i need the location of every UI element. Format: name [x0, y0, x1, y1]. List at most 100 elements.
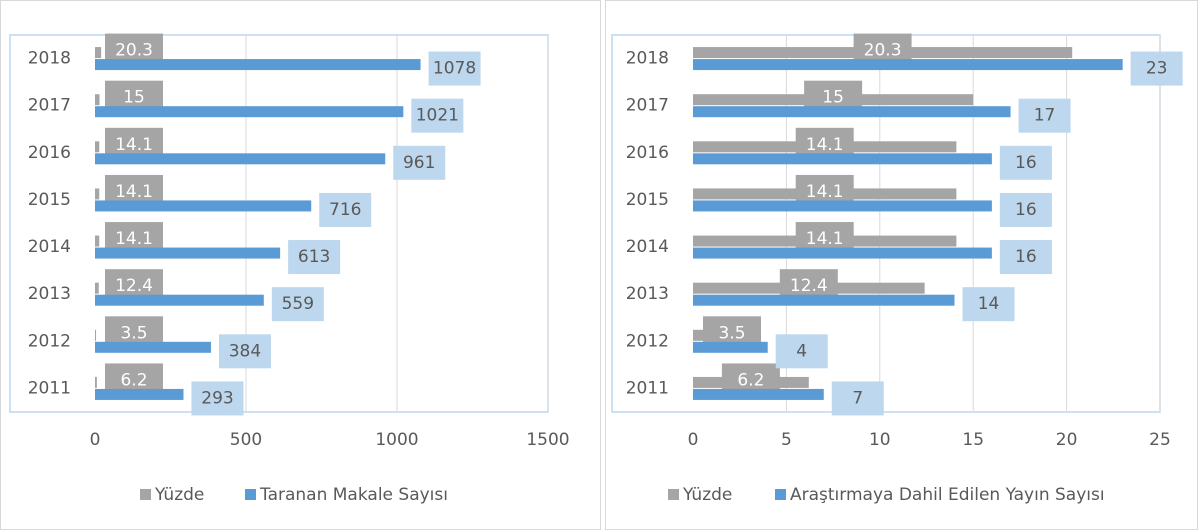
- bar: [693, 106, 1011, 118]
- data-label: 12.4: [115, 276, 153, 296]
- data-label-box: [393, 145, 446, 180]
- data-label-box: [1130, 51, 1183, 86]
- y-tick-label: 2012: [626, 331, 669, 351]
- data-label: 4: [796, 341, 807, 361]
- legend-swatch: [245, 489, 256, 500]
- legend-label: Yüzde: [154, 485, 204, 505]
- y-tick-label: 2015: [626, 190, 669, 210]
- bar: [95, 247, 281, 259]
- data-label-box: [999, 240, 1052, 275]
- data-label-box: [218, 334, 271, 369]
- x-tick-label: 10: [869, 430, 891, 450]
- data-label: 6.2: [120, 370, 147, 390]
- legend-swatch: [668, 489, 679, 500]
- data-label: 384: [229, 341, 261, 361]
- y-tick-label: 2014: [28, 237, 71, 257]
- bar: [95, 388, 184, 400]
- data-label: 6.2: [737, 370, 764, 390]
- data-label-box: [428, 51, 481, 86]
- x-tick-label: 15: [962, 430, 984, 450]
- legend-label: Taranan Makale Sayısı: [259, 485, 448, 505]
- data-label: 20.3: [864, 41, 902, 61]
- bar: [95, 106, 404, 118]
- data-label: 20.3: [115, 41, 153, 61]
- x-tick-label: 25: [1149, 430, 1171, 450]
- bar: [95, 341, 211, 353]
- data-label: 716: [329, 200, 361, 220]
- data-label: 14: [978, 294, 1000, 314]
- y-tick-label: 2017: [28, 96, 71, 116]
- legend-label: Araştırmaya Dahil Edilen Yayın Sayısı: [790, 485, 1105, 505]
- chart-border: [605, 0, 1198, 530]
- y-tick-label: 2017: [626, 96, 669, 116]
- y-tick-label: 2018: [626, 49, 669, 69]
- bar: [693, 153, 992, 165]
- plot-frame: [9, 34, 549, 413]
- data-label-box: [288, 240, 341, 275]
- x-tick-label: 5: [781, 430, 792, 450]
- bar: [95, 294, 264, 306]
- bar: [693, 388, 824, 400]
- data-label: 16: [1015, 153, 1037, 173]
- data-label-box: [319, 192, 372, 227]
- data-label: 961: [403, 153, 435, 173]
- y-tick-label: 2018: [28, 49, 71, 69]
- legend-swatch: [775, 489, 786, 500]
- data-label: 16: [1015, 247, 1037, 267]
- y-tick-label: 2014: [626, 237, 669, 257]
- data-label: 3.5: [120, 323, 147, 343]
- bar: [95, 282, 99, 294]
- data-label-box: [271, 287, 324, 322]
- data-label-box: [999, 192, 1052, 227]
- data-label: 559: [282, 294, 314, 314]
- y-tick-label: 2015: [28, 190, 71, 210]
- y-tick-label: 2013: [28, 284, 71, 304]
- bar: [693, 200, 992, 212]
- data-label-box: [775, 334, 828, 369]
- data-label: 613: [298, 247, 330, 267]
- data-label: 14.1: [806, 229, 844, 249]
- x-tick-label: 0: [90, 430, 101, 450]
- bar: [95, 153, 386, 165]
- bar: [95, 59, 421, 71]
- data-label: 293: [201, 388, 233, 408]
- x-tick-label: 1500: [526, 430, 569, 450]
- data-label: 16: [1015, 200, 1037, 220]
- data-label: 15: [822, 88, 844, 108]
- data-label: 23: [1146, 59, 1168, 79]
- data-label-box: [962, 287, 1015, 322]
- data-label: 17: [1034, 106, 1056, 126]
- legend-label: Yüzde: [682, 485, 732, 505]
- y-tick-label: 2013: [626, 284, 669, 304]
- data-label-box: [191, 381, 244, 416]
- x-tick-label: 1000: [375, 430, 418, 450]
- data-label: 14.1: [806, 135, 844, 155]
- bar: [95, 200, 312, 212]
- bar: [693, 294, 955, 306]
- data-label: 3.5: [718, 323, 745, 343]
- data-label: 15: [123, 88, 145, 108]
- plot-frame: [611, 34, 1161, 413]
- data-label-box: [831, 381, 884, 416]
- bar: [693, 341, 768, 353]
- bar: [95, 235, 100, 247]
- x-tick-label: 0: [688, 430, 699, 450]
- y-tick-label: 2016: [626, 143, 669, 163]
- data-label: 1078: [433, 59, 476, 79]
- bar: [95, 47, 102, 59]
- data-label-box: [411, 98, 464, 133]
- bar: [95, 188, 100, 200]
- data-label-box: [999, 145, 1052, 180]
- data-label: 1021: [416, 106, 459, 126]
- data-label: 14.1: [115, 135, 153, 155]
- y-tick-label: 2011: [28, 378, 71, 398]
- data-label: 7: [852, 388, 863, 408]
- data-label: 14.1: [115, 182, 153, 202]
- bar: [95, 329, 97, 341]
- bar: [693, 247, 992, 259]
- x-tick-label: 20: [1056, 430, 1078, 450]
- bar: [95, 94, 100, 106]
- bar: [95, 376, 97, 388]
